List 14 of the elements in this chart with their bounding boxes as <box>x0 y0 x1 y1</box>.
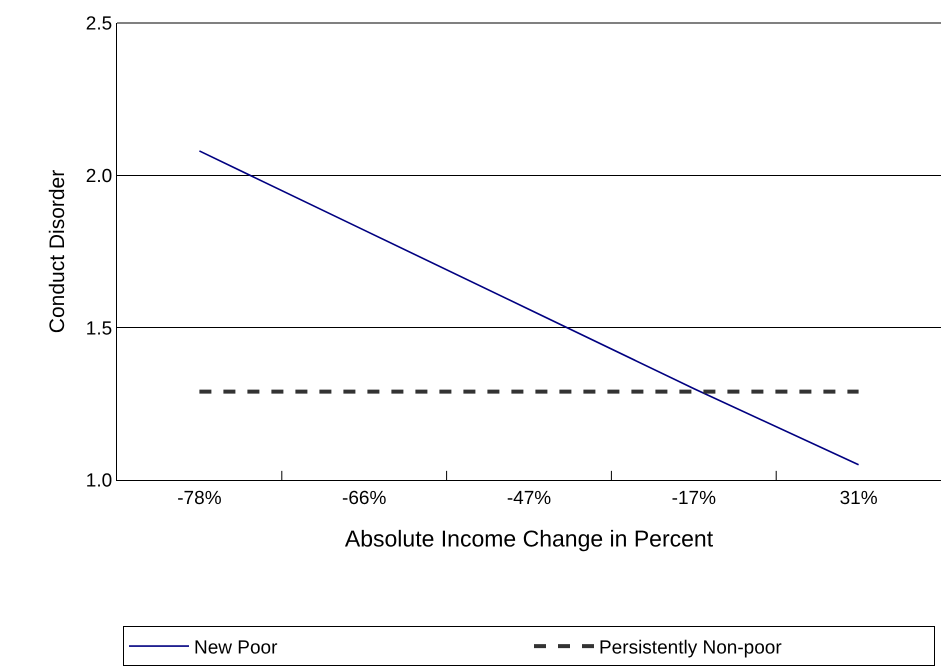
y-tick-label: 1.5 <box>86 318 112 340</box>
y-tick-label: 1.0 <box>86 470 112 492</box>
x-tick-label: -66% <box>342 488 386 509</box>
x-axis-title: Absolute Income Change in Percent <box>344 525 714 552</box>
x-tick-label: 31% <box>840 488 878 509</box>
legend-label: New Poor <box>194 638 278 658</box>
x-tick-label: -17% <box>672 488 716 509</box>
x-tick-label: -78% <box>177 488 222 509</box>
x-tick-label: -47% <box>506 488 552 509</box>
y-tick-label: 2.0 <box>86 166 112 187</box>
legend-label: Persistently Non-poor <box>599 638 782 658</box>
y-axis-title: Conduct Disorder <box>46 170 69 334</box>
line-series <box>198 150 860 466</box>
y-tick-label: 2.5 <box>86 14 112 35</box>
